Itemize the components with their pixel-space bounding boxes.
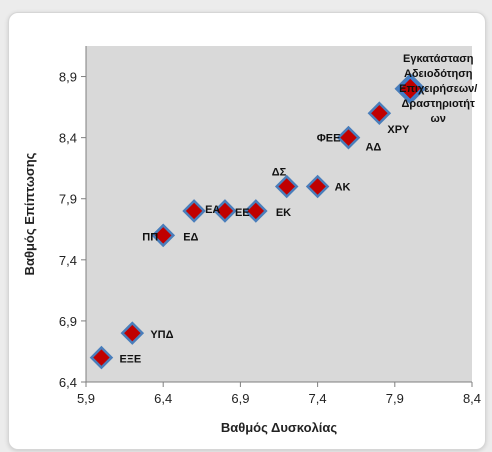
y-tick-label: 8,4 — [59, 131, 77, 146]
data-point-label: ΑΔ — [365, 142, 381, 154]
data-point-label: ΕΕ — [235, 207, 250, 219]
data-point-marker — [244, 199, 268, 223]
highlight-point-label: Εγκατάσταση Αδειοδότηση Επιχειρήσεων/Δραστ… — [399, 53, 477, 125]
data-point-marker — [182, 199, 206, 223]
data-point-marker — [151, 223, 175, 248]
data-point-label: ΕΔ — [183, 231, 198, 243]
x-tick-label: 6,4 — [154, 391, 172, 406]
data-point-label: ΕΞΕ — [119, 354, 141, 366]
x-tick-label: 7,9 — [386, 391, 404, 406]
data-point-label: ΦΕΕ — [317, 133, 341, 145]
data-point-label: ΕΑ — [205, 204, 220, 216]
data-point-marker — [213, 199, 237, 223]
x-tick-label: 6,9 — [231, 391, 249, 406]
y-tick-label: 7,4 — [59, 253, 77, 268]
x-tick-label: 7,4 — [309, 391, 327, 406]
data-point-marker — [89, 345, 114, 370]
y-tick-label: 6,4 — [59, 375, 77, 390]
y-axis-title: Βαθμός Επίπτωσης — [22, 152, 37, 275]
y-tick-label: 6,9 — [59, 314, 77, 329]
x-axis-title: Βαθμός Δυσκολίας — [221, 420, 338, 435]
highlight-inner-marker — [400, 78, 421, 99]
data-point-marker — [120, 321, 145, 345]
data-point-marker — [336, 125, 361, 150]
data-point-label: ΑΚ — [335, 182, 351, 194]
data-point-marker — [367, 101, 392, 125]
data-point-label: ΔΣ — [272, 167, 287, 179]
plot-area — [86, 46, 472, 382]
data-point-marker — [305, 174, 330, 199]
data-point-label: ΥΠΔ — [150, 329, 173, 341]
data-point-label: ΧΡΥ — [387, 124, 410, 136]
x-tick-label: 5,9 — [77, 391, 95, 406]
data-point-label: ΠΠ — [142, 231, 158, 243]
data-point-label: ΕΚ — [276, 207, 291, 219]
y-tick-label: 8,9 — [59, 70, 77, 85]
x-tick-label: 8,4 — [463, 391, 481, 406]
y-tick-label: 7,9 — [59, 192, 77, 207]
data-point-marker — [274, 174, 299, 199]
